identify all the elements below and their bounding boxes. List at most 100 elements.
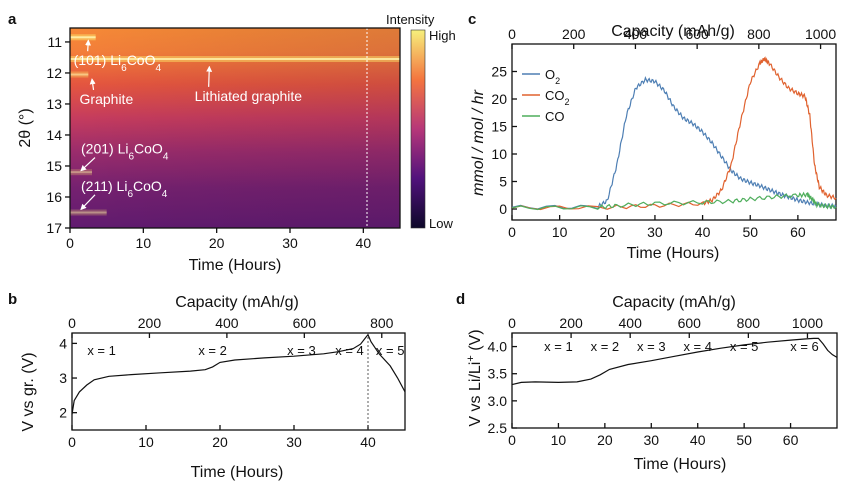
y-tick-label: 0 — [499, 201, 507, 217]
gas-series-line — [511, 76, 837, 210]
annotation-label: (201) Li6CoO4 — [81, 141, 169, 163]
plot-frame — [511, 43, 837, 221]
legend-label: CO2 — [545, 88, 570, 107]
heatmap-bands — [70, 34, 400, 216]
x-axis-title: Time (Hours) — [627, 245, 720, 262]
step-label: x = 5 — [730, 339, 759, 354]
legend-text: O — [545, 67, 555, 82]
diffraction-band-core — [70, 171, 92, 174]
annotation-label: Lithiated graphite — [195, 88, 303, 104]
top-tick-label: 0 — [68, 315, 76, 331]
top-tick-label: 400 — [215, 315, 239, 331]
step-label: x = 4 — [683, 339, 712, 354]
top-tick-label: 600 — [678, 315, 702, 331]
step-label: x = 1 — [544, 339, 573, 354]
top-tick-label: 200 — [562, 26, 586, 42]
annotation-text: Graphite — [80, 91, 134, 107]
top-tick-label: 600 — [685, 26, 709, 42]
y-tick-label: 15 — [46, 158, 62, 174]
x-tick-label: 10 — [551, 432, 567, 448]
x-tick-label: 30 — [647, 224, 663, 240]
annotation-arrow — [85, 39, 92, 52]
voltage-li-axes: 0 10 20 30 40 50 602.53.03.54.00 200 400 600 800 10… — [488, 315, 838, 448]
top-tick-label: 1000 — [792, 315, 823, 331]
y-tick-label: 2 — [59, 405, 67, 421]
x-tick-label: 0 — [66, 235, 74, 251]
x-tick-label: 10 — [136, 235, 152, 251]
y-axis-title-sup: + — [465, 355, 477, 361]
plot-frame — [69, 27, 401, 229]
y-tick-label: 13 — [46, 96, 62, 112]
step-label: x = 2 — [591, 339, 620, 354]
gas-series-line — [511, 56, 837, 211]
annotation-label: (101) Li6CoO4 — [74, 52, 162, 74]
y-tick-label: 4 — [59, 335, 67, 351]
x-tick-label: 40 — [695, 224, 711, 240]
annotation-sub: 6 — [121, 63, 127, 74]
y-tick-label: 3 — [59, 370, 67, 386]
voltage-li-panel: 0 10 20 30 40 50 602.53.03.54.00 200 400 600 800 10… — [465, 294, 838, 473]
y-axis-title: V vs Li/Li+ (V) — [465, 329, 484, 426]
x-tick-label: 0 — [508, 224, 516, 240]
x-tick-label: 0 — [508, 432, 516, 448]
step-label: x = 1 — [87, 343, 116, 358]
y-axis-title-unit: (V) — [467, 329, 484, 355]
y-tick-label: 14 — [46, 127, 62, 143]
top-tick-label: 800 — [370, 315, 394, 331]
plot-frame — [511, 332, 838, 429]
y-tick-label: 11 — [47, 34, 62, 50]
top-tick-label: 200 — [138, 315, 162, 331]
top-tick-label: 200 — [559, 315, 583, 331]
step-label: x = 4 — [335, 343, 364, 358]
x-axis-title: Time (Hours) — [189, 257, 282, 274]
step-label: x = 3 — [287, 343, 316, 358]
y-tick-label: 25 — [491, 64, 507, 80]
annotation-text: (201) Li — [81, 141, 128, 157]
panel-label-b: b — [8, 291, 17, 308]
annotation-text: (101) Li — [74, 52, 121, 68]
annotation-label: (211) Li6CoO4 — [81, 178, 168, 200]
x-tick-label: 50 — [736, 432, 752, 448]
colorbar — [410, 29, 426, 229]
x-tick-label: 20 — [600, 224, 616, 240]
annotation-arrow — [80, 157, 96, 172]
top-tick-label: 400 — [619, 315, 643, 331]
annotation-sub: 6 — [127, 188, 133, 199]
y-tick-label: 20 — [491, 91, 507, 107]
plot-frame — [71, 332, 406, 431]
top-tick-label: 800 — [737, 315, 761, 331]
annotation-rest: CoO — [134, 141, 163, 157]
x-tick-label: 40 — [360, 434, 376, 450]
legend-text: CO — [545, 88, 565, 103]
x-tick-label: 20 — [597, 432, 613, 448]
step-label: x = 6 — [790, 339, 819, 354]
x-tick-label: 10 — [138, 434, 154, 450]
panel-label-a: a — [8, 11, 17, 28]
annotation-label: Graphite — [80, 91, 134, 107]
top-axis-title: Capacity (mAh/g) — [611, 23, 735, 40]
y-tick-label: 16 — [46, 189, 62, 205]
y-tick-label: 3.5 — [488, 366, 508, 382]
heatmap-panel: (101) Li6CoO4 Graphite Lithiated graphite (… — [17, 12, 456, 274]
colorbar-high-label: High — [429, 28, 456, 43]
y-tick-label: 5 — [499, 174, 507, 190]
step-label: x = 2 — [198, 343, 227, 358]
panel-label-d: d — [456, 291, 465, 308]
legend-label: CO — [545, 109, 565, 124]
annotation-sub: 6 — [128, 151, 134, 162]
diffraction-band-core — [70, 36, 96, 39]
annotation-rest: CoO — [127, 52, 156, 68]
y-tick-label: 10 — [491, 146, 507, 162]
x-tick-label: 40 — [690, 432, 706, 448]
colorbar-title: Intensity — [386, 12, 435, 27]
y-tick-label: 3.0 — [488, 393, 508, 409]
x-tick-label: 10 — [552, 224, 568, 240]
y-tick-label: 4.0 — [488, 339, 508, 355]
colorbar-low-label: Low — [429, 216, 453, 231]
diffraction-band-core — [70, 58, 400, 61]
